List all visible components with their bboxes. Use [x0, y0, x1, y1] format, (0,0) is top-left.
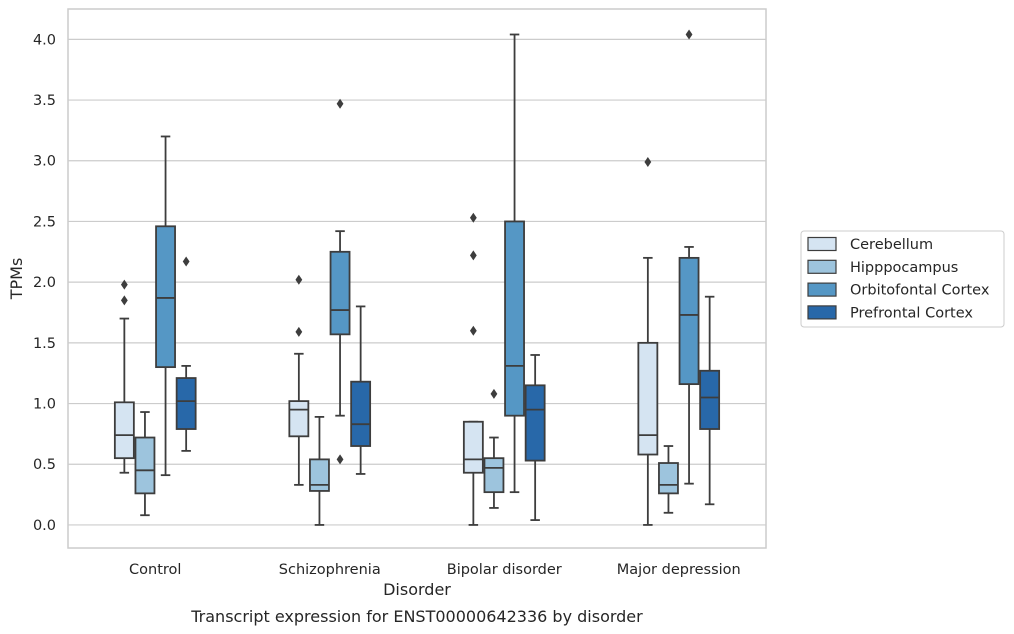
legend-swatch [807, 305, 837, 320]
box-group [483, 388, 505, 509]
y-tick-label: 3.5 [33, 93, 56, 109]
legend: Cerebellum Hipppocampus Orbitofontal Corte… [800, 230, 1005, 328]
box-group [155, 135, 176, 477]
box-group [504, 33, 525, 494]
y-tick-label: 4.0 [33, 32, 56, 48]
legend-swatch [807, 282, 837, 297]
x-axis-label: Disorder [383, 580, 451, 599]
outlier-point [490, 388, 498, 399]
box [637, 341, 659, 456]
box-group [678, 29, 700, 485]
outlier-point [685, 29, 693, 40]
box [462, 420, 484, 474]
legend-label: Orbitofontal Cortex [850, 283, 990, 299]
box [134, 436, 156, 495]
y-tick-label: 1.5 [33, 336, 56, 352]
legend-label: Hipppocampus [850, 260, 958, 276]
legend-label: Prefrontal Cortex [850, 305, 973, 321]
x-tick-labels: Control Schizophrenia Bipolar disorder Majo… [129, 562, 741, 578]
outlier-point [295, 274, 303, 285]
box [329, 250, 351, 336]
box [504, 220, 525, 417]
outlier-point [644, 156, 652, 167]
outlier-point [120, 295, 128, 306]
x-tick-label: Control [129, 562, 181, 578]
legend-swatch [807, 236, 837, 252]
x-tick-label: Bipolar disorder [447, 562, 562, 578]
box-group [637, 156, 659, 526]
outlier-point [182, 256, 190, 267]
y-axis-label: TPMs [7, 258, 26, 301]
x-tick-label: Schizophrenia [279, 562, 381, 578]
box [658, 462, 679, 495]
legend-label: Cerebellum [850, 237, 933, 253]
box-group [524, 354, 546, 521]
box-group [309, 415, 330, 526]
box [309, 458, 330, 492]
outlier-point [469, 212, 477, 223]
box [350, 380, 372, 447]
box-group [462, 212, 484, 526]
y-tick-label: 2.0 [33, 275, 56, 291]
outlier-point [336, 454, 344, 465]
legend-swatch [807, 259, 837, 274]
plot-frame [67, 8, 767, 549]
y-tick-label: 0.5 [33, 457, 56, 473]
box-group [658, 445, 679, 514]
outlier-point [469, 325, 477, 336]
outlier-point [295, 326, 303, 337]
box [288, 400, 310, 438]
box [483, 457, 505, 494]
legend-frame [800, 230, 1005, 328]
box [699, 369, 721, 430]
outlier-point [120, 279, 128, 290]
box [113, 401, 135, 460]
y-tick-label: 3.0 [33, 154, 56, 170]
box-group [329, 98, 351, 465]
outlier-point [469, 250, 477, 261]
box [175, 377, 197, 430]
box [524, 384, 546, 462]
box-layer [113, 29, 721, 526]
x-tick-label: Major depression [617, 562, 741, 578]
y-tick-labels: 0.0 0.5 1.0 1.5 2.0 2.5 3.0 3.5 4.0 [33, 32, 56, 534]
y-tick-label: 1.0 [33, 397, 56, 413]
box-group [350, 305, 372, 475]
box [678, 256, 700, 386]
y-tick-label: 0.0 [33, 518, 56, 534]
box-group [113, 279, 135, 474]
box-group [134, 411, 156, 517]
box-group [699, 295, 721, 506]
box [155, 225, 176, 369]
y-tick-label: 2.5 [33, 214, 56, 230]
chart-caption: Transcript expression for ENST0000064233… [190, 607, 643, 626]
outlier-point [336, 98, 344, 109]
box-group [288, 274, 310, 486]
box-group [175, 256, 197, 452]
